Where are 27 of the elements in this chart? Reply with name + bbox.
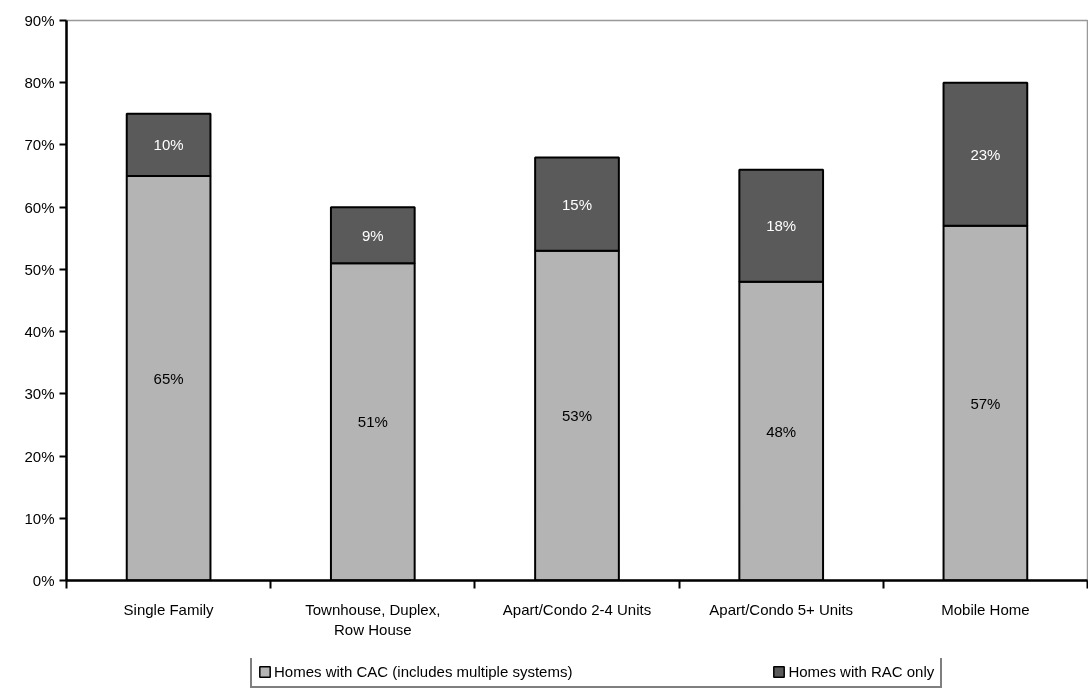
y-tick-label: 90% xyxy=(24,12,55,29)
legend-label: Homes with CAC (includes multiple systems) xyxy=(274,663,573,680)
x-tick-label: Apart/Condo 5+ Units xyxy=(709,600,854,618)
data-label: 18% xyxy=(766,217,797,235)
data-label: 53% xyxy=(561,407,593,425)
y-tick-label: 80% xyxy=(24,74,55,92)
y-tick-label: 10% xyxy=(24,509,55,527)
data-label: 48% xyxy=(766,422,797,440)
legend-label: Homes with RAC only xyxy=(788,663,935,680)
x-tick-label: Mobile Home xyxy=(941,600,1030,618)
y-tick-label: 60% xyxy=(24,198,55,216)
data-label: 51% xyxy=(357,413,388,431)
x-tick-label: Townhouse, Duplex, Row House xyxy=(305,600,441,638)
y-tick-label: 70% xyxy=(24,136,55,154)
y-tick-label: 50% xyxy=(24,260,55,278)
y-tick-label: 40% xyxy=(24,323,55,341)
data-label: 15% xyxy=(561,195,593,213)
x-tick-label: Single Family xyxy=(123,600,215,618)
data-label: 23% xyxy=(970,145,1001,163)
y-tick-label: 0% xyxy=(32,572,55,589)
data-label: 57% xyxy=(970,394,1001,412)
data-label: 10% xyxy=(153,136,184,154)
data-label: 65% xyxy=(153,369,184,387)
x-tick-label: Apart/Condo 2-4 Units xyxy=(502,600,652,618)
y-tick-label: 30% xyxy=(24,385,55,403)
y-tick-label: 20% xyxy=(24,447,55,465)
data-label: 9% xyxy=(361,226,384,244)
